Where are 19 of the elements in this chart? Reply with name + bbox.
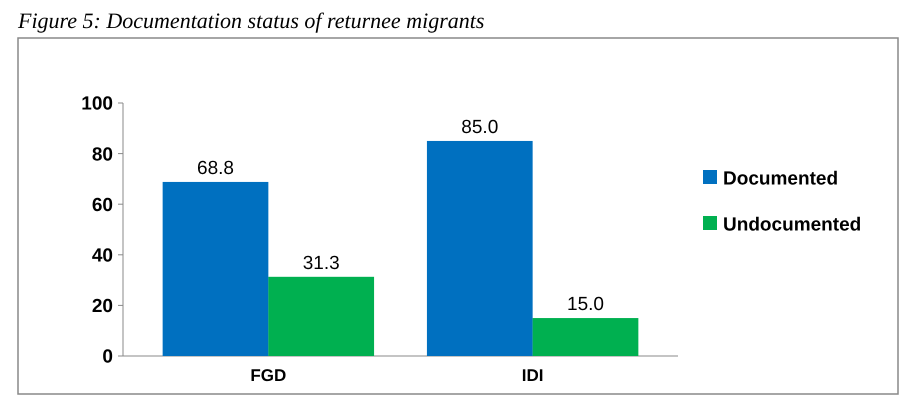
data-label: 68.8 [197, 158, 234, 179]
data-label: 15.0 [567, 294, 604, 316]
bar [426, 140, 533, 356]
bar [268, 276, 374, 356]
y-tick-label: 100 [81, 94, 113, 115]
bar [162, 182, 268, 356]
chart-title: Figure 5: Documentation status of returnee migrants [17, 8, 484, 33]
y-tick-label: 80 [92, 144, 113, 166]
y-tick-label: 40 [92, 245, 113, 266]
data-label: 31.3 [302, 252, 340, 274]
x-tick-label: FGD [250, 366, 286, 385]
bar [532, 318, 638, 356]
data-label: 85.0 [461, 116, 498, 138]
x-tick-label: IDI [522, 366, 544, 385]
y-tick-label: 60 [92, 194, 113, 216]
legend-label: Undocumented [723, 214, 862, 236]
y-tick-label: 20 [92, 296, 113, 318]
legend-label: Documented [723, 168, 838, 190]
y-tick-label: 0 [102, 346, 113, 368]
